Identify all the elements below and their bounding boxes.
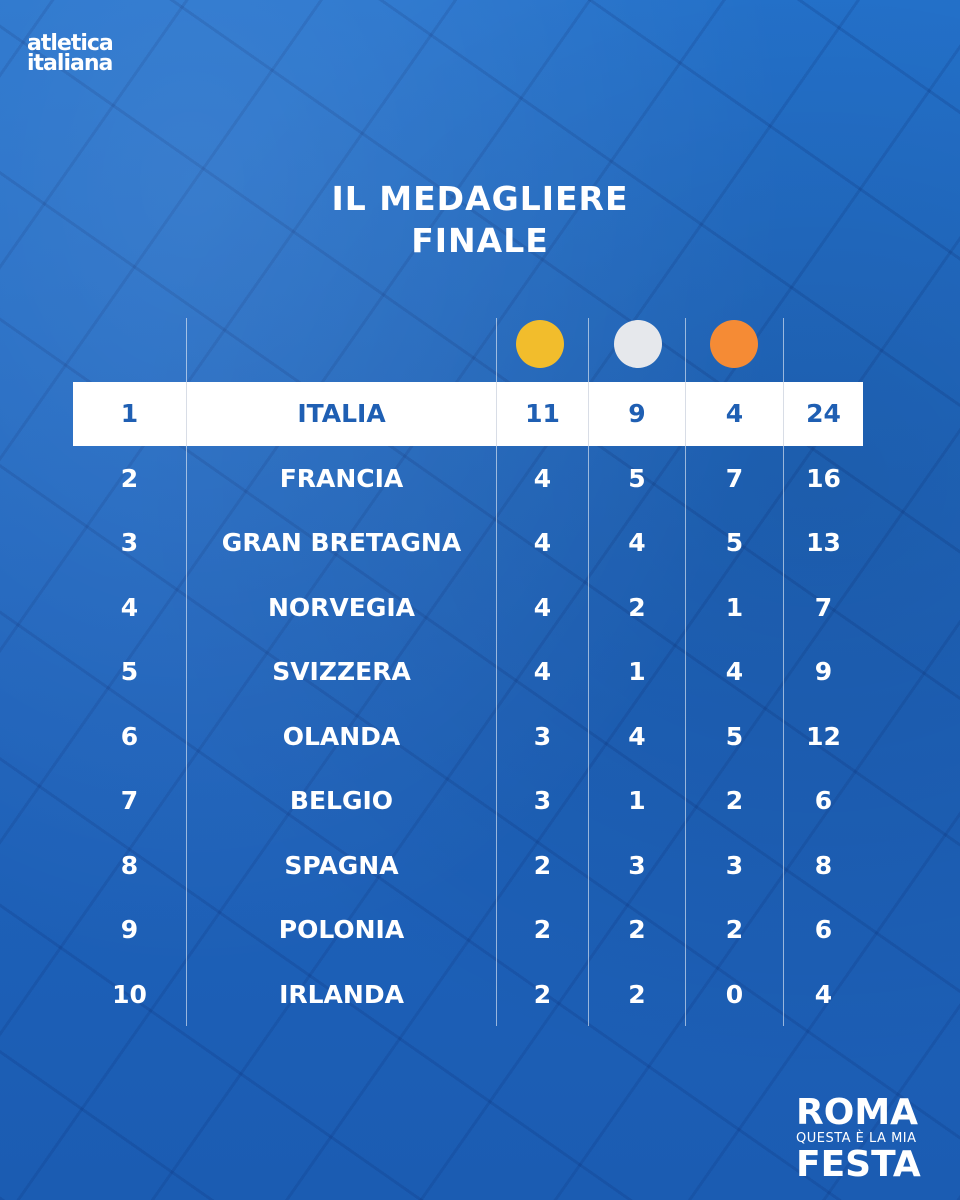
silver-count-cell: 4: [628, 528, 646, 557]
bronze-count-cell: 2: [725, 786, 744, 815]
nation-cell: ITALIA: [297, 399, 386, 428]
brand-line-1: ROMA: [796, 1092, 919, 1133]
table-row: 2 FRANCIA 4 5 7 16: [0, 447, 960, 511]
silver-count-cell: 2: [628, 979, 646, 1009]
rank-cell: 4: [120, 592, 139, 622]
title-line-1: IL MEDAGLIERE: [331, 179, 629, 218]
nation-cell: GRAN BRETAGNA: [221, 528, 462, 557]
rank-cell: 8: [120, 850, 139, 880]
highlight-divider: [685, 382, 686, 446]
gold-count-cell: 3: [533, 721, 552, 751]
silver-count-cell: 2: [628, 915, 646, 944]
silver-count-cell: 4: [628, 721, 646, 751]
bronze-count-cell: 7: [725, 463, 744, 493]
gold-count-cell: 4: [533, 657, 552, 686]
bronze-count-cell: 5: [725, 528, 744, 557]
nation-cell: POLONIA: [278, 915, 405, 944]
total-count-cell: 12: [806, 721, 841, 751]
table-row: 8 SPAGNA 2 3 3 8: [0, 834, 960, 898]
bronze-count-cell: 3: [725, 850, 744, 880]
logo-line-2: italiana: [27, 51, 113, 76]
gold-count-cell: 4: [533, 528, 552, 557]
silver-count-cell: 9: [628, 399, 646, 428]
total-count-cell: 9: [814, 657, 833, 686]
gold-count-cell: 3: [533, 786, 552, 815]
bronze-count-cell: 2: [725, 915, 744, 944]
bronze-count-cell: 1: [725, 592, 744, 622]
highlight-divider: [783, 382, 784, 446]
nation-cell: NORVEGIA: [267, 592, 416, 622]
rank-cell: 5: [120, 657, 139, 686]
total-count-cell: 6: [814, 915, 833, 944]
total-count-cell: 7: [814, 592, 833, 622]
silver-count-cell: 3: [628, 850, 646, 880]
highlight-divider: [496, 382, 497, 446]
rank-cell: 10: [112, 979, 147, 1009]
silver-count-cell: 5: [628, 463, 646, 493]
silver-count-cell: 2: [628, 592, 646, 622]
column-divider: [496, 318, 497, 1026]
gold-count-cell: 2: [533, 850, 552, 880]
gold-count-cell: 4: [533, 592, 552, 622]
table-row: 1 ITALIA 11 9 4 24: [0, 382, 960, 446]
highlight-divider: [588, 382, 589, 446]
logo-line-1: atletica: [27, 31, 114, 56]
bronze-count-cell: 0: [725, 979, 744, 1009]
nation-cell: BELGIO: [289, 786, 394, 815]
nation-cell: SPAGNA: [284, 850, 399, 880]
bronze-medal-icon: [710, 320, 758, 368]
table-row: 5 SVIZZERA 4 1 4 9: [0, 640, 960, 704]
rank-cell: 7: [120, 786, 139, 815]
nation-cell: SVIZZERA: [272, 657, 411, 686]
rank-cell: 1: [120, 399, 139, 428]
rank-cell: 6: [120, 721, 139, 751]
total-count-cell: 4: [814, 979, 833, 1009]
table-row: 4 NORVEGIA 4 2 1 7: [0, 576, 960, 640]
brand-line-2: QUESTA È LA MIA: [796, 1131, 917, 1146]
column-divider: [186, 318, 187, 1026]
gold-count-cell: 4: [533, 463, 552, 493]
bronze-count-cell: 4: [725, 657, 744, 686]
gold-count-cell: 11: [525, 399, 560, 428]
total-count-cell: 24: [806, 399, 841, 428]
highlight-divider: [186, 382, 187, 446]
silver-count-cell: 1: [628, 786, 646, 815]
table-row: 6 OLANDA 3 4 5 12: [0, 705, 960, 769]
title-line-2: FINALE: [411, 221, 549, 260]
bronze-count-cell: 5: [725, 721, 744, 751]
total-count-cell: 13: [806, 528, 841, 557]
gold-count-cell: 2: [533, 979, 552, 1009]
gold-count-cell: 2: [533, 915, 552, 944]
table-row: 9 POLONIA 2 2 2 6: [0, 898, 960, 962]
table-row: 7 BELGIO 3 1 2 6: [0, 769, 960, 833]
brand-line-3: FESTA: [796, 1144, 921, 1185]
rank-cell: 2: [120, 463, 139, 493]
column-divider: [588, 318, 589, 1026]
column-divider: [783, 318, 784, 1026]
rank-cell: 9: [120, 915, 139, 944]
total-count-cell: 6: [814, 786, 833, 815]
roma-festa-logo: ROMA QUESTA È LA MIA FESTA: [796, 1095, 921, 1183]
bronze-count-cell: 4: [725, 399, 744, 428]
table-row: 3 GRAN BRETAGNA 4 4 5 13: [0, 511, 960, 575]
nation-cell: IRLANDA: [279, 979, 404, 1009]
page-title: IL MEDAGLIERE FINALE: [0, 178, 960, 262]
first-place-highlight: [73, 382, 863, 446]
nation-cell: FRANCIA: [279, 463, 404, 493]
total-count-cell: 16: [806, 463, 841, 493]
column-divider: [685, 318, 686, 1026]
table-row: 10 IRLANDA 2 2 0 4: [0, 963, 960, 1027]
nation-cell: OLANDA: [282, 721, 401, 751]
atletica-italiana-logo: atletica italiana: [27, 31, 114, 76]
gold-medal-icon: [516, 320, 564, 368]
rank-cell: 3: [120, 528, 139, 557]
silver-medal-icon: [614, 320, 662, 368]
total-count-cell: 8: [814, 850, 833, 880]
silver-count-cell: 1: [628, 657, 646, 686]
